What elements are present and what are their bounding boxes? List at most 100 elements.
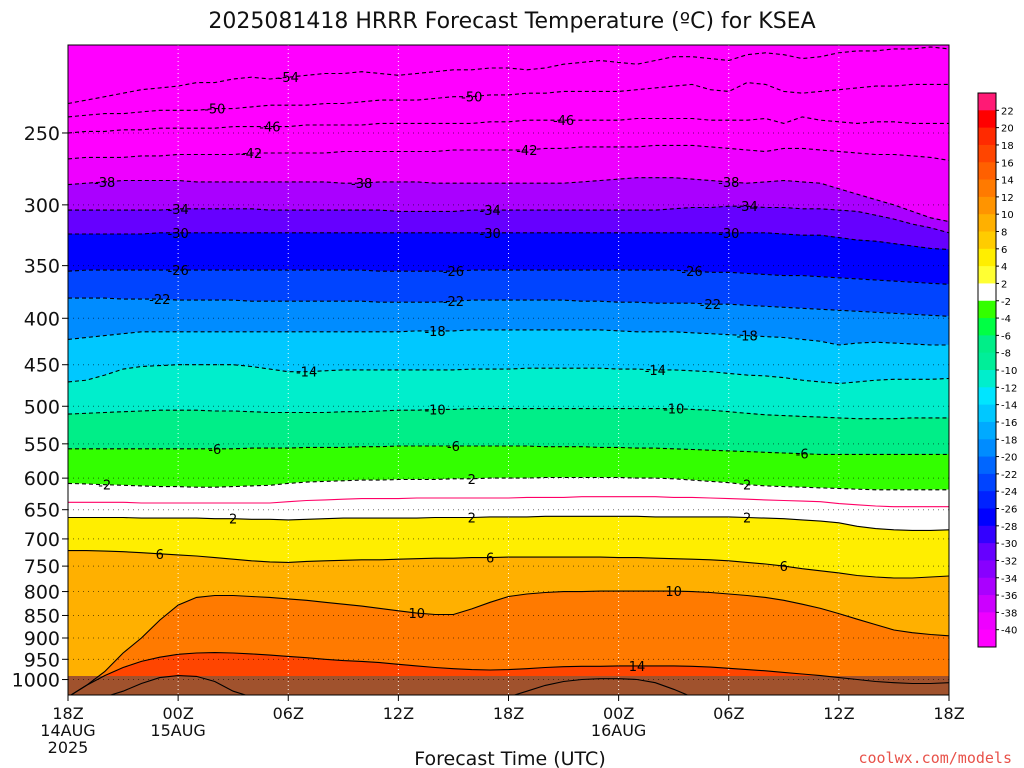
colorbar-label: -26 <box>1001 505 1017 516</box>
isotherm-label: -26 <box>168 264 189 279</box>
isotherm-label: 14 <box>629 660 646 675</box>
colorbar-swatch <box>978 266 996 284</box>
colorbar-label: 22 <box>1001 106 1014 117</box>
colorbar-label: -12 <box>1001 383 1017 394</box>
colorbar-swatch <box>978 491 996 509</box>
colorbar-label: -18 <box>1001 435 1017 446</box>
isotherm-label: -18 <box>736 330 757 345</box>
colorbar-label: -34 <box>1001 574 1017 585</box>
isotherm-line <box>68 364 949 385</box>
y-tick-label: 600 <box>24 468 60 490</box>
isotherm-line <box>68 116 949 134</box>
colorbar-swatch <box>978 231 996 250</box>
isotherm-line <box>70 652 949 695</box>
colorbar-label: 16 <box>1001 158 1014 169</box>
isotherm-label: -18 <box>424 325 445 340</box>
colorbar-label: 10 <box>1001 210 1014 221</box>
isotherm-label: -34 <box>168 203 189 218</box>
isotherm-line <box>68 329 949 346</box>
colorbar-label: -10 <box>1001 366 1017 377</box>
isotherm-line <box>68 144 949 161</box>
colorbar-swatch <box>978 162 996 181</box>
colorbar-swatch <box>978 352 996 371</box>
colorbar-swatch <box>978 595 996 613</box>
plot-area: -54 -50 -50 -46 -46 -42 -42 -38 -38 -38 -34 -34 -34 -… <box>67 44 950 696</box>
isotherm-label: -30 <box>168 227 189 242</box>
colorbar-swatch <box>978 144 996 163</box>
colorbar-label: 2 <box>1001 279 1007 290</box>
isotherm-label: -38 <box>718 176 739 191</box>
colorbar-swatch <box>978 577 996 596</box>
colorbar-swatch <box>978 179 996 198</box>
x-tick-label: 00Z <box>603 704 634 723</box>
y-tick-label: 800 <box>24 582 60 604</box>
isotherm-label: -14 <box>645 364 666 379</box>
colorbar-label: -16 <box>1001 418 1017 429</box>
isotherm-label: -42 <box>241 147 262 162</box>
isotherm-label: 2 <box>468 512 476 527</box>
colorbar-label: -2 <box>1001 297 1011 308</box>
colorbar-label: -40 <box>1001 626 1017 637</box>
colorbar-label: -4 <box>1001 314 1011 325</box>
colorbar-swatch <box>978 335 996 354</box>
isotherm-label: 2 <box>743 512 751 527</box>
colorbar-swatch <box>978 612 996 631</box>
x-tick-label: 06Z <box>713 704 744 723</box>
x-tick-label: 18Z <box>493 704 524 723</box>
colorbar-swatch <box>978 93 996 111</box>
y-tick-label: 700 <box>24 529 60 551</box>
colorbar-legend: 22 20 18 16 14 12 10 8 6 4 2 -2 -4 -6 -8 -10 -12 -14 -16 -1… <box>977 92 1017 648</box>
colorbar-swatch <box>978 196 996 215</box>
colorbar-swatch <box>978 283 996 302</box>
y-tick-label: 450 <box>24 355 60 377</box>
isotherm-label: -10 <box>663 403 684 418</box>
isotherm-label: 2 <box>229 513 237 528</box>
isotherm-label: -38 <box>94 176 115 191</box>
colorbar-label: -38 <box>1001 608 1017 619</box>
y-tick-label: 550 <box>24 434 60 456</box>
x-tick-label: 15AUG <box>150 721 205 740</box>
y-tick-label: 950 <box>24 649 60 671</box>
colorbar-label: 4 <box>1001 262 1007 273</box>
isotherm-line <box>70 590 949 695</box>
isotherm-label: -46 <box>553 114 574 129</box>
x-tick-label: 00Z <box>162 704 193 723</box>
x-tick-label: 12Z <box>383 704 414 723</box>
colorbar-swatch <box>978 110 996 129</box>
isotherm-label: -54 <box>278 71 299 86</box>
colorbar-swatch <box>978 404 996 423</box>
colorbar-swatch <box>978 439 996 458</box>
isotherm-label: -22 <box>700 298 721 313</box>
colorbar-swatch <box>978 421 996 440</box>
colorbar-label: -28 <box>1001 522 1017 533</box>
isotherm-line <box>68 496 949 508</box>
colorbar-label: -6 <box>1001 331 1011 342</box>
colorbar-label: 8 <box>1001 228 1007 239</box>
isotherm-line <box>68 46 949 105</box>
isotherm-contours: -54 -50 -50 -46 -46 -42 -42 -38 -38 -38 -34 -34 -34 -… <box>68 46 949 695</box>
colorbar-swatch <box>978 214 996 232</box>
isotherm-label: -22 <box>443 295 464 310</box>
y-tick-label: 500 <box>24 396 60 418</box>
colorbar-swatch <box>978 525 996 544</box>
colorbar-swatch <box>978 370 996 388</box>
colorbar-label: -22 <box>1001 470 1017 481</box>
isotherm-line <box>68 177 949 223</box>
isotherm-label: -26 <box>681 265 702 280</box>
colorbar-swatch <box>978 473 996 492</box>
colorbar-swatch <box>978 456 996 475</box>
x-tick-label: 18Z <box>52 704 83 723</box>
horizontal-gridlines <box>68 132 949 681</box>
colorbar-swatch <box>978 543 996 561</box>
isotherm-label: -30 <box>480 227 501 242</box>
x-tick-label: 2025 <box>48 738 89 757</box>
colorbar-label: 20 <box>1001 124 1014 135</box>
isotherm-label: 2 <box>468 473 476 488</box>
isotherm-label: -2 <box>98 479 111 494</box>
isotherm-label: -14 <box>296 366 317 381</box>
x-tick-label: 18Z <box>933 704 964 723</box>
y-tick-label: 750 <box>24 556 60 578</box>
isotherm-line <box>68 82 949 118</box>
isotherm-label: -50 <box>204 103 225 118</box>
